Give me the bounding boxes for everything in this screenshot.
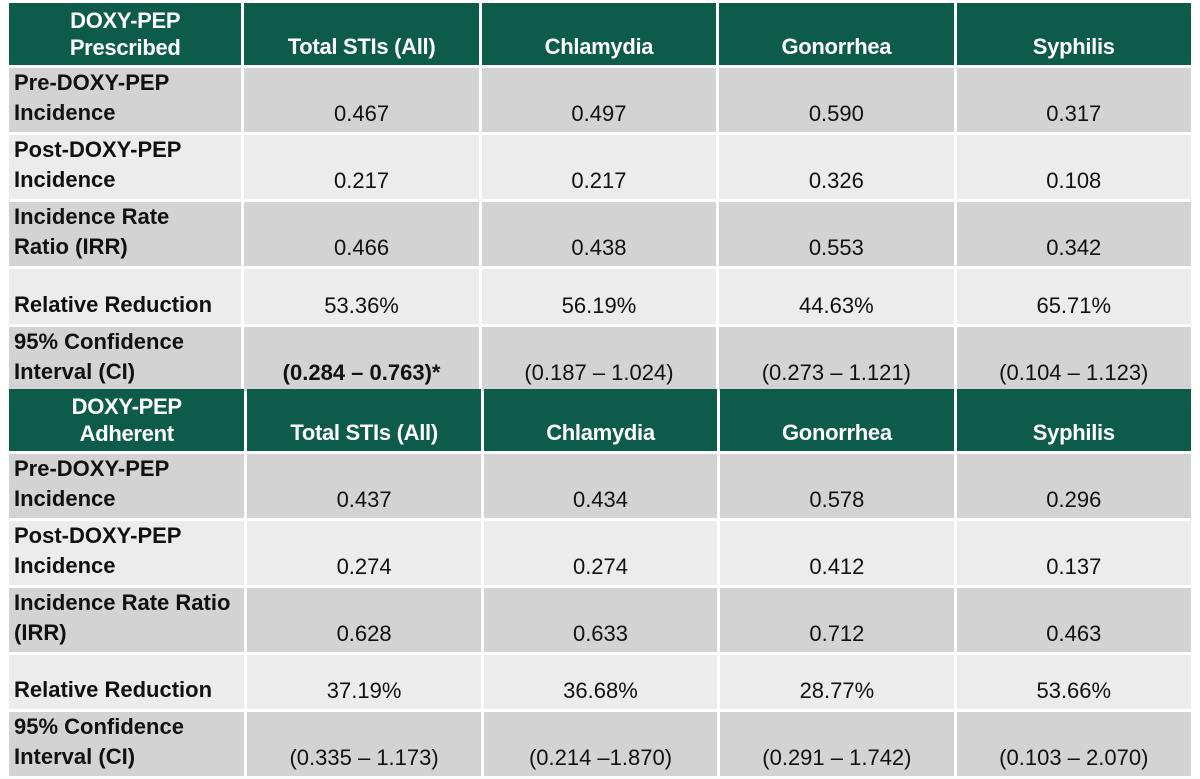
row-label-line: Interval (CI) (14, 744, 136, 769)
table-cell: 36.68% (483, 655, 718, 709)
row-label-line: Relative Reduction (14, 292, 213, 317)
table-cell: 0.108 (956, 135, 1191, 199)
table-cell: 65.71% (956, 269, 1191, 324)
column-header-total: Total STIs (All) (247, 389, 481, 451)
row-label-line: Incidence (14, 486, 116, 511)
table-cell: (0.103 – 2.070) (956, 712, 1191, 776)
table-row: Pre-DOXY-PEP Incidence 0.437 0.434 0.578… (9, 454, 1191, 518)
table-cell: 0.466 (244, 202, 479, 266)
table-cell: 56.19% (481, 269, 717, 324)
row-label-line: 95% Confidence (14, 329, 184, 354)
table-cell: (0.335 – 1.173) (247, 712, 481, 776)
row-label: Relative Reduction (9, 269, 242, 324)
row-label-line: Relative Reduction (14, 677, 213, 702)
row-label-line: Interval (CI) (14, 359, 136, 384)
table-cell: 0.296 (956, 454, 1191, 518)
doxy-pep-adherent-table: DOXY-PEP Adherent Total STIs (All) Chlam… (6, 386, 1194, 779)
column-header-gonorrhea: Gonorrhea (720, 389, 954, 451)
table-cell: 0.633 (483, 588, 718, 652)
table-cell: 0.217 (244, 135, 479, 199)
table-cell: 0.274 (247, 521, 481, 585)
row-label-line: Incidence Rate Ratio (14, 590, 231, 615)
table-row: Relative Reduction 53.36% 56.19% 44.63% … (9, 269, 1191, 324)
table-cell: 44.63% (719, 269, 954, 324)
row-label-line: Incidence (14, 100, 116, 125)
row-label-line: Post-DOXY-PEP (14, 523, 182, 548)
table-row: Post-DOXY-PEP Incidence 0.274 0.274 0.41… (9, 521, 1191, 585)
table-cell: 0.590 (719, 68, 954, 132)
table-cell: 0.578 (720, 454, 954, 518)
column-header-syphilis: Syphilis (956, 389, 1191, 451)
table-row: Pre-DOXY-PEP Incidence 0.467 0.497 0.590… (9, 68, 1191, 132)
row-label: 95% Confidence Interval (CI) (9, 327, 242, 391)
table-row: Incidence Rate Ratio (IRR) 0.466 0.438 0… (9, 202, 1191, 266)
table-cell: 0.712 (720, 588, 954, 652)
row-label-line: Incidence (14, 167, 116, 192)
corner-header: DOXY-PEP Adherent (9, 389, 245, 451)
table-cell: 28.77% (720, 655, 954, 709)
table-cell: 0.628 (247, 588, 481, 652)
row-label: Pre-DOXY-PEP Incidence (9, 68, 242, 132)
table-row: 95% Confidence Interval (CI) (0.284 – 0.… (9, 327, 1191, 391)
row-label-line: Incidence Rate (14, 204, 170, 229)
row-label-line: 95% Confidence (14, 714, 184, 739)
corner-header: DOXY-PEP Prescribed (9, 3, 242, 65)
row-label: Relative Reduction (9, 655, 245, 709)
table-cell: 0.342 (956, 202, 1191, 266)
row-label-line: Post-DOXY-PEP (14, 137, 182, 162)
row-label: 95% Confidence Interval (CI) (9, 712, 245, 776)
row-label-line: Pre-DOXY-PEP (14, 456, 170, 481)
table-cell: 0.274 (483, 521, 718, 585)
header-row: DOXY-PEP Adherent Total STIs (All) Chlam… (9, 389, 1191, 451)
table-cell: 0.217 (481, 135, 717, 199)
table-cell: 0.317 (956, 68, 1191, 132)
corner-line-2: Prescribed (69, 35, 181, 60)
row-label-line: Pre-DOXY-PEP (14, 70, 170, 95)
row-label: Post-DOXY-PEP Incidence (9, 135, 242, 199)
table-row: Incidence Rate Ratio (IRR) 0.628 0.633 0… (9, 588, 1191, 652)
table-row: Post-DOXY-PEP Incidence 0.217 0.217 0.32… (9, 135, 1191, 199)
column-header-syphilis: Syphilis (956, 3, 1191, 65)
row-label: Incidence Rate Ratio (IRR) (9, 202, 242, 266)
table-cell: 0.137 (956, 521, 1191, 585)
table-cell: 37.19% (247, 655, 481, 709)
table-cell: 0.553 (719, 202, 954, 266)
table-row: Relative Reduction 37.19% 36.68% 28.77% … (9, 655, 1191, 709)
corner-line-2: Adherent (79, 421, 174, 446)
table-cell: 0.434 (483, 454, 718, 518)
header-row: DOXY-PEP Prescribed Total STIs (All) Chl… (9, 3, 1191, 65)
table-cell: 0.437 (247, 454, 481, 518)
doxy-pep-prescribed-table: DOXY-PEP Prescribed Total STIs (All) Chl… (6, 0, 1194, 394)
table-cell: 0.326 (719, 135, 954, 199)
column-header-gonorrhea: Gonorrhea (719, 3, 954, 65)
table-cell: 53.36% (244, 269, 479, 324)
table-cell: (0.291 – 1.742) (720, 712, 954, 776)
row-label-line: Ratio (IRR) (14, 234, 128, 259)
row-label-line: Incidence (14, 553, 116, 578)
table-cell: 53.66% (956, 655, 1191, 709)
table-cell: (0.273 – 1.121) (719, 327, 954, 391)
column-header-total: Total STIs (All) (244, 3, 479, 65)
row-label: Post-DOXY-PEP Incidence (9, 521, 245, 585)
corner-line-1: DOXY-PEP (70, 8, 181, 33)
table-cell: (0.187 – 1.024) (481, 327, 717, 391)
corner-line-1: DOXY-PEP (71, 394, 182, 419)
table-cell: (0.214 –1.870) (483, 712, 718, 776)
table-cell: (0.104 – 1.123) (956, 327, 1191, 391)
table-cell: 0.497 (481, 68, 717, 132)
table-cell-significant: (0.284 – 0.763)* (244, 327, 479, 391)
table-cell: 0.438 (481, 202, 717, 266)
table-cell: 0.463 (956, 588, 1191, 652)
table-cell: 0.412 (720, 521, 954, 585)
row-label-line: (IRR) (14, 620, 67, 645)
column-header-chlamydia: Chlamydia (481, 3, 717, 65)
table-cell: 0.467 (244, 68, 479, 132)
table-row: 95% Confidence Interval (CI) (0.335 – 1.… (9, 712, 1191, 776)
row-label: Pre-DOXY-PEP Incidence (9, 454, 245, 518)
column-header-chlamydia: Chlamydia (483, 389, 718, 451)
row-label: Incidence Rate Ratio (IRR) (9, 588, 245, 652)
